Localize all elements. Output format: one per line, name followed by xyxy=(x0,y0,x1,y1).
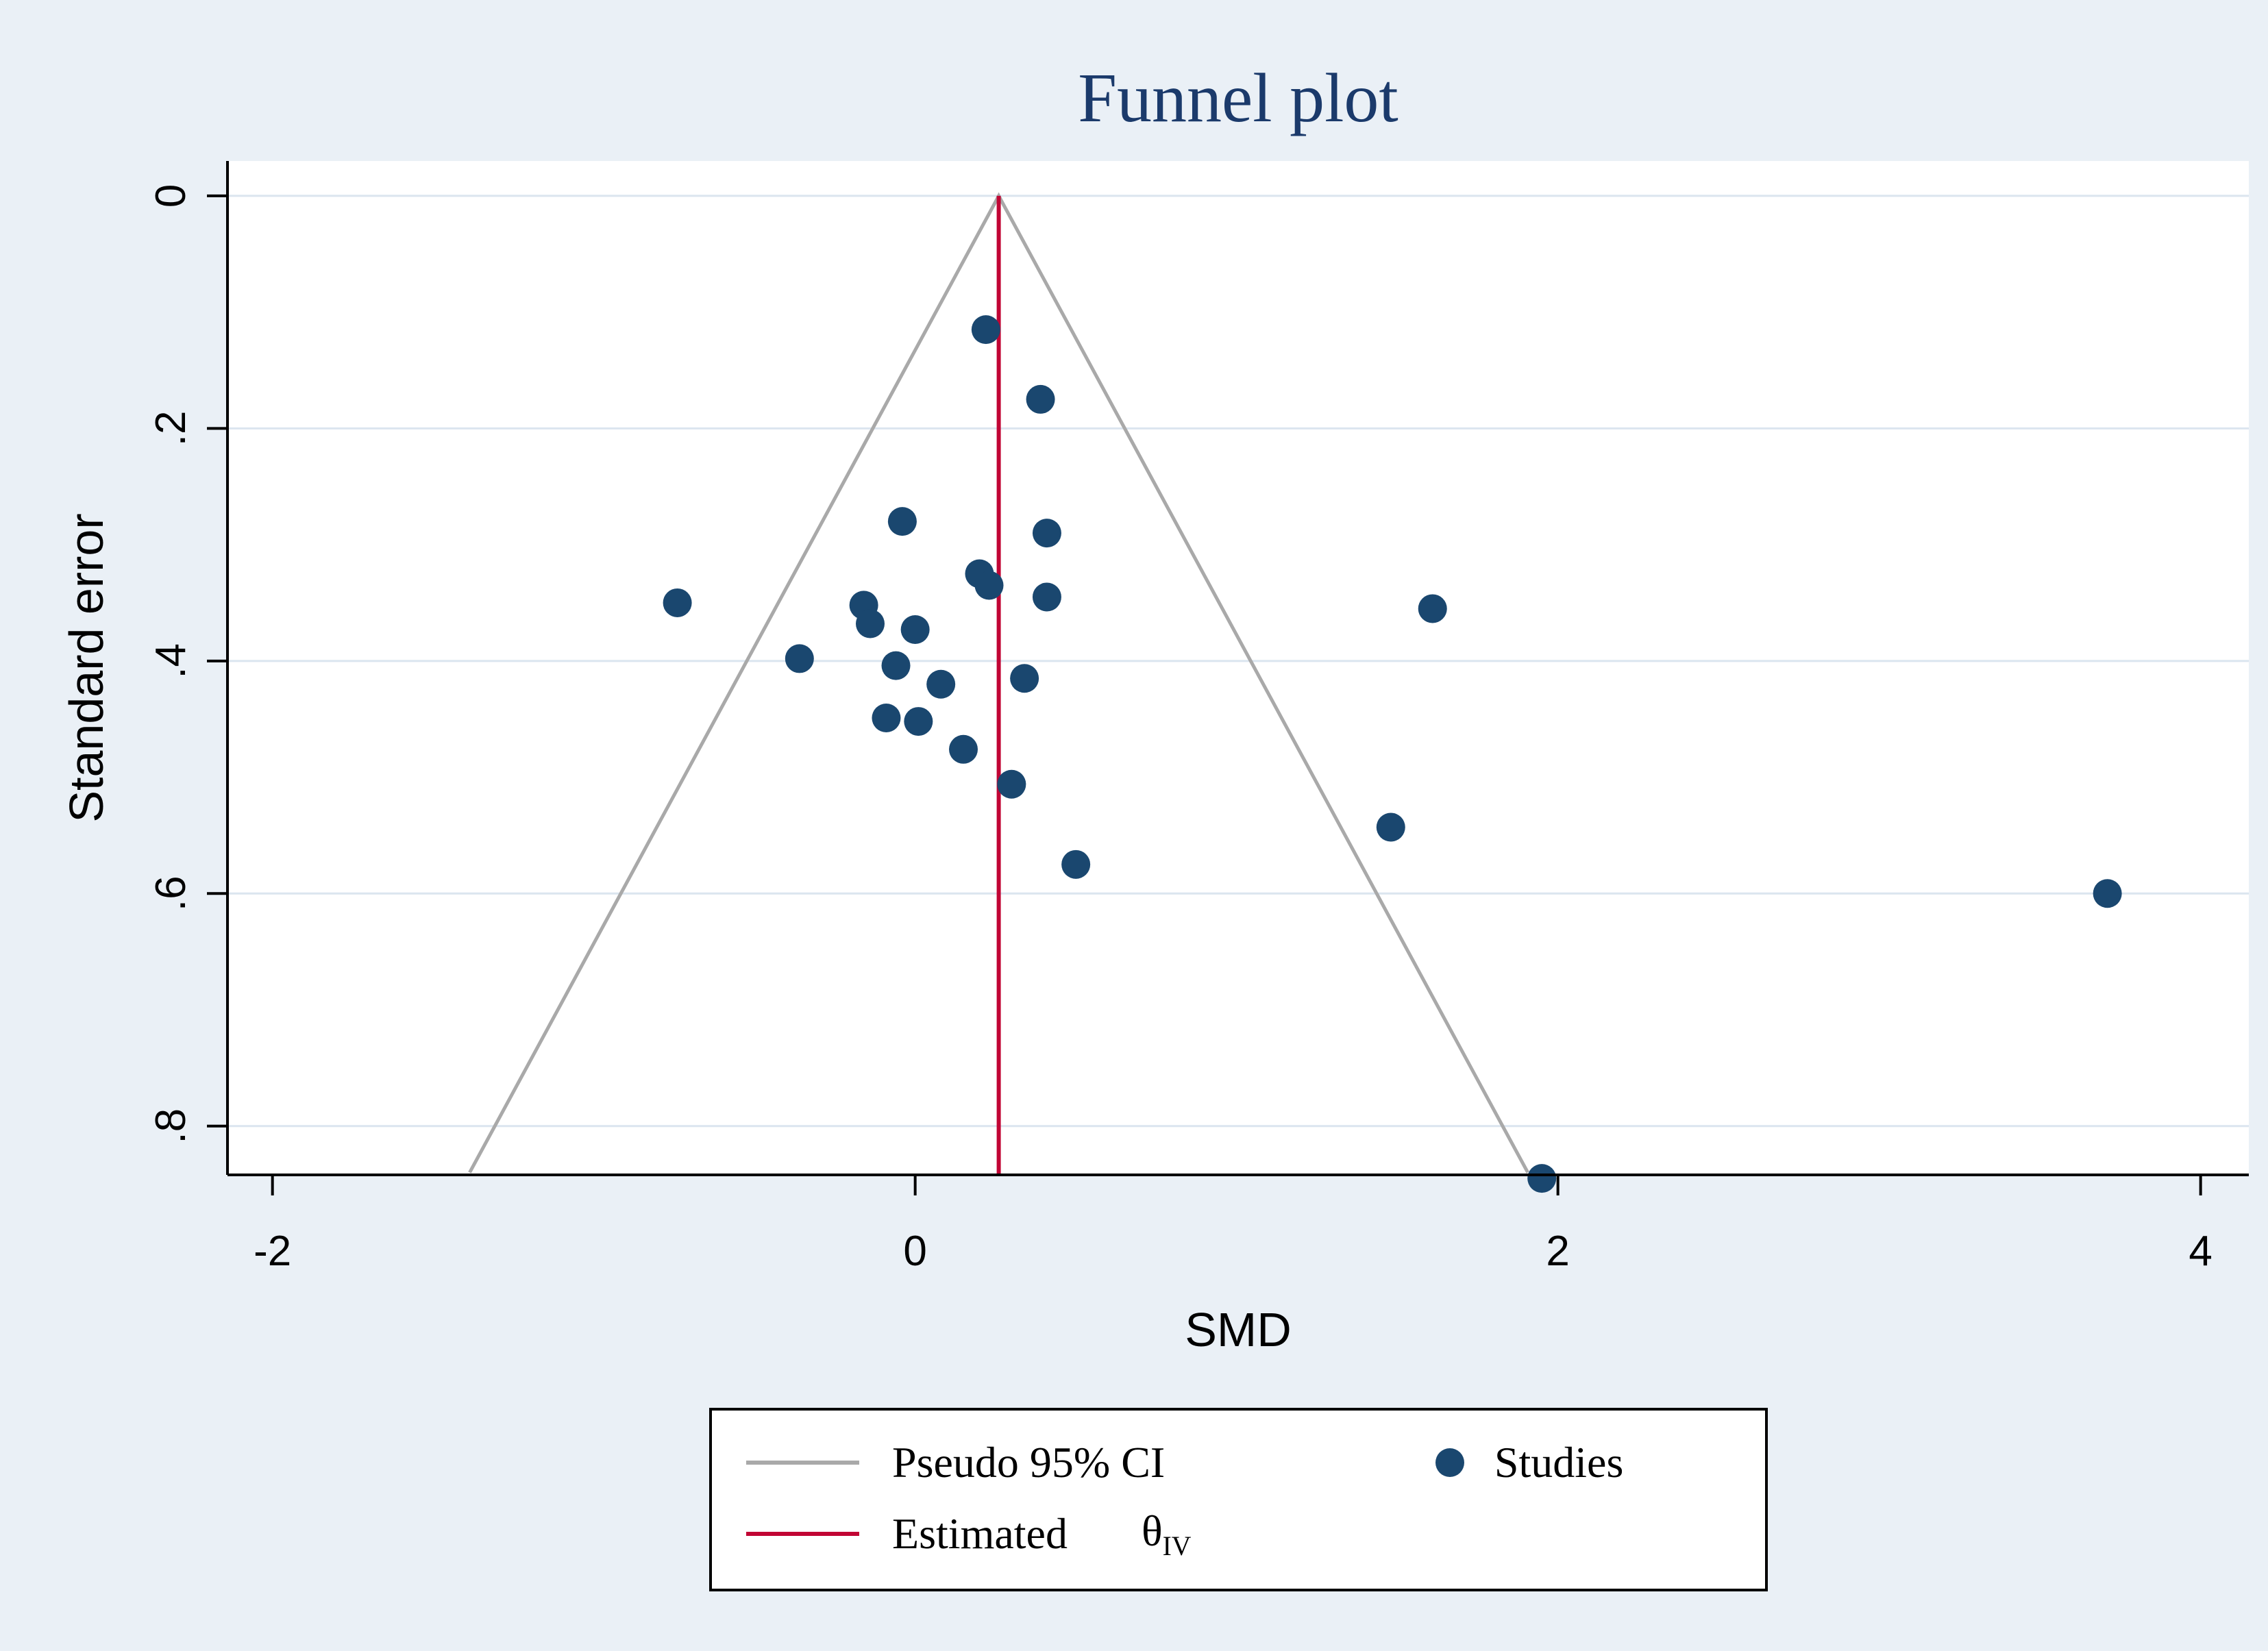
y-tick-label: .4 xyxy=(147,643,195,679)
x-tick-label: 0 xyxy=(903,1228,926,1275)
study-point xyxy=(971,315,1000,345)
y-axis-title: Standard error xyxy=(60,513,113,822)
y-tick-label: .8 xyxy=(147,1108,195,1144)
study-point xyxy=(949,734,978,764)
study-point xyxy=(1032,519,1061,548)
y-tick-label: .6 xyxy=(147,876,195,911)
study-point xyxy=(904,707,933,736)
study-point xyxy=(926,669,956,699)
x-tick-label: -2 xyxy=(254,1228,291,1275)
x-tick-label: 2 xyxy=(1546,1228,1569,1275)
legend-row-2: Estimated θIV xyxy=(746,1506,1731,1562)
study-point xyxy=(1010,664,1039,693)
study-point xyxy=(663,588,692,617)
pseudo-ci-funnel xyxy=(468,192,1529,1174)
study-point xyxy=(785,644,814,673)
gridlines xyxy=(227,195,2249,1128)
estimated-label: Estimated xyxy=(892,1509,1068,1558)
study-point xyxy=(887,507,917,536)
study-point xyxy=(1376,812,1405,842)
chart-title: Funnel plot xyxy=(1078,60,1398,137)
study-point xyxy=(1061,849,1091,879)
study-point xyxy=(872,703,901,732)
tick-marks xyxy=(207,194,2202,1195)
x-axis-title: SMD xyxy=(1185,1303,1292,1356)
estimate-line-sample xyxy=(746,1531,859,1536)
study-point xyxy=(997,769,1026,799)
pseudo-ci-funnel-group xyxy=(468,192,1529,1174)
x-tick-label: 4 xyxy=(2189,1228,2212,1275)
study-point xyxy=(1026,384,1055,414)
study-points-group xyxy=(663,315,2122,1193)
legend-item-estimated: Estimated θIV xyxy=(746,1506,1435,1562)
pseudo-ci-line-sample xyxy=(746,1461,859,1465)
studies-marker-sample xyxy=(1435,1448,1464,1478)
y-tick-label: .2 xyxy=(147,411,195,447)
pseudo-ci-label: Pseudo 95% CI xyxy=(892,1438,1166,1487)
y-tick-label: 0 xyxy=(147,184,195,208)
study-point xyxy=(900,615,930,644)
theta-iv-symbol: θIV xyxy=(1141,1506,1192,1561)
study-point xyxy=(1418,594,1447,623)
axes xyxy=(226,161,2249,1176)
study-point xyxy=(1527,1164,1557,1193)
study-point xyxy=(1032,582,1061,612)
legend-row-1: Pseudo 95% CI Studies xyxy=(746,1437,1731,1488)
study-point xyxy=(881,651,911,680)
plot-area xyxy=(227,161,2249,1175)
study-point xyxy=(974,571,1004,600)
legend-item-pseudo-ci: Pseudo 95% CI xyxy=(746,1437,1435,1488)
legend-item-studies: Studies xyxy=(1435,1437,1623,1488)
study-point xyxy=(855,609,885,638)
legend: Pseudo 95% CI Studies Estimated θIV xyxy=(709,1408,1768,1591)
study-point xyxy=(2093,879,2122,908)
tick-labels: -2 0 2 4 0 .2 .4 .6 .8 xyxy=(147,184,2212,1275)
studies-label: Studies xyxy=(1494,1438,1624,1487)
